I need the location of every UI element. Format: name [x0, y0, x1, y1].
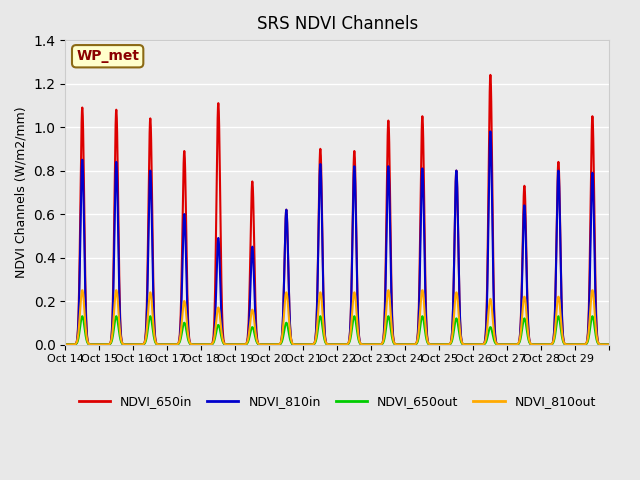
- NDVI_810in: [486, 129, 494, 134]
- Line: NDVI_810in: NDVI_810in: [65, 132, 609, 345]
- NDVI_810out: [455, 315, 463, 321]
- NDVI_810out: [605, 342, 613, 348]
- NDVI_810out: [79, 287, 86, 293]
- NDVI_810in: [522, 257, 530, 263]
- NDVI_810in: [61, 342, 69, 348]
- NDVI_650out: [490, 336, 497, 341]
- Line: NDVI_810out: NDVI_810out: [65, 290, 609, 345]
- NDVI_810out: [490, 326, 497, 332]
- NDVI_810out: [600, 342, 607, 348]
- NDVI_810in: [605, 342, 613, 348]
- NDVI_810in: [600, 342, 607, 348]
- NDVI_810out: [522, 308, 530, 314]
- Legend: NDVI_650in, NDVI_810in, NDVI_650out, NDVI_810out: NDVI_650in, NDVI_810in, NDVI_650out, NDV…: [74, 390, 601, 413]
- Line: NDVI_650out: NDVI_650out: [65, 316, 609, 345]
- NDVI_650in: [600, 342, 607, 348]
- NDVI_810in: [173, 342, 180, 348]
- NDVI_650out: [455, 328, 463, 334]
- NDVI_810in: [455, 264, 463, 270]
- NDVI_650out: [173, 342, 180, 348]
- NDVI_650in: [173, 342, 180, 348]
- NDVI_650in: [522, 245, 530, 251]
- Text: WP_met: WP_met: [76, 49, 139, 63]
- NDVI_650in: [407, 342, 415, 348]
- NDVI_650in: [61, 342, 69, 348]
- NDVI_810out: [173, 341, 180, 347]
- NDVI_650out: [605, 342, 613, 348]
- NDVI_650in: [605, 342, 613, 348]
- NDVI_650out: [600, 342, 607, 348]
- NDVI_810out: [61, 342, 69, 348]
- NDVI_810out: [407, 342, 415, 348]
- NDVI_810in: [407, 342, 415, 348]
- Title: SRS NDVI Channels: SRS NDVI Channels: [257, 15, 418, 33]
- NDVI_650in: [486, 72, 494, 78]
- Y-axis label: NDVI Channels (W/m2/mm): NDVI Channels (W/m2/mm): [15, 107, 28, 278]
- NDVI_650out: [407, 342, 415, 348]
- NDVI_650in: [490, 281, 497, 287]
- NDVI_650out: [79, 313, 86, 319]
- NDVI_650out: [61, 342, 69, 348]
- NDVI_650in: [455, 264, 463, 270]
- Line: NDVI_650in: NDVI_650in: [65, 75, 609, 345]
- NDVI_810in: [490, 294, 497, 300]
- NDVI_650out: [522, 324, 530, 329]
